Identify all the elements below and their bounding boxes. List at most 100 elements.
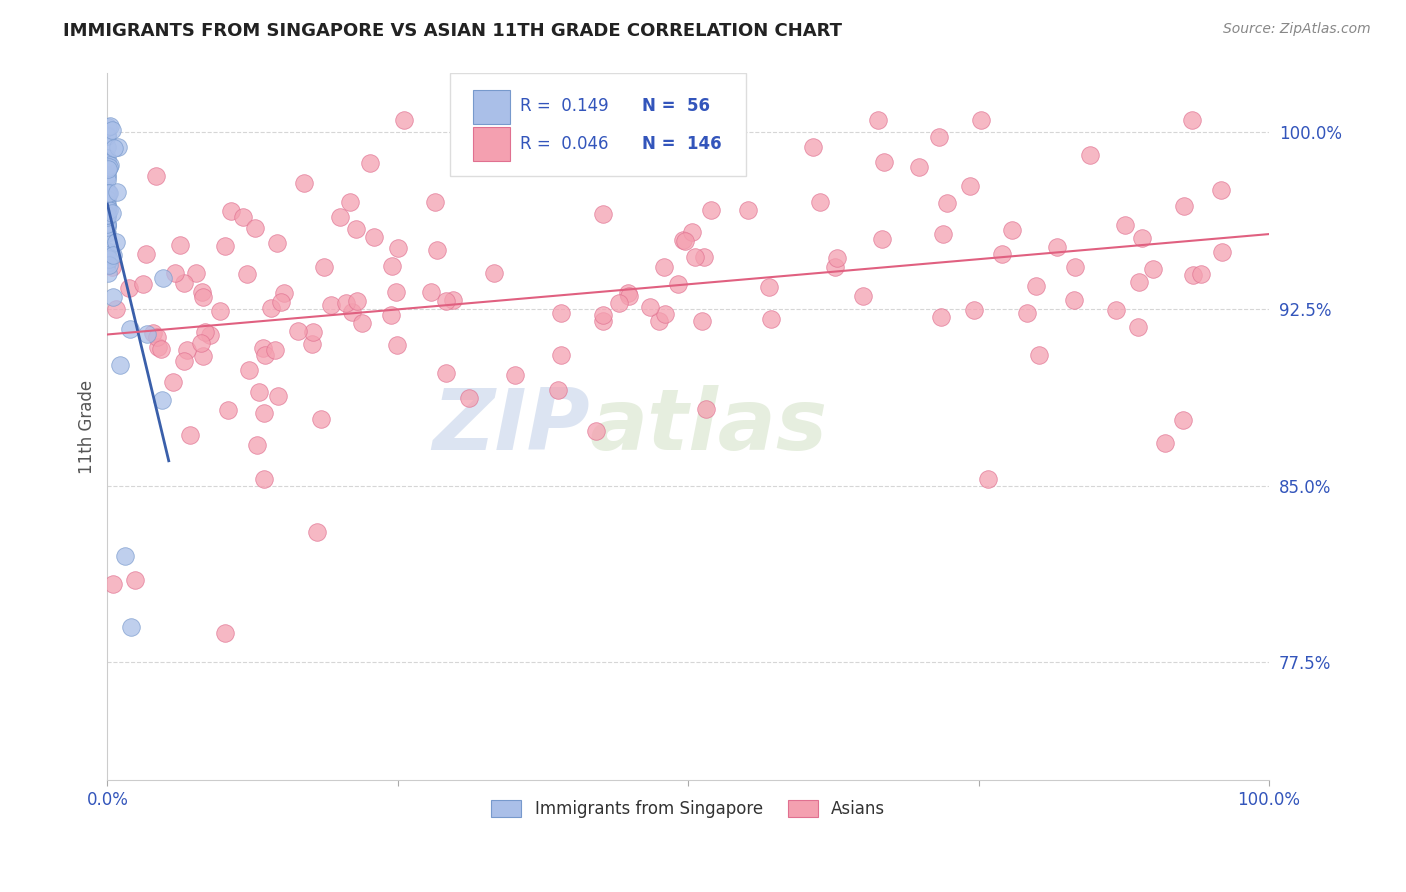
Point: [692, 250, 714, 264]
Point: [434, 293, 457, 308]
Point: [287, 324, 309, 338]
Point: [259, 301, 281, 315]
Point: [963, 303, 986, 318]
Point: [426, 244, 449, 258]
Point: [96, 210, 118, 224]
Point: [105, 301, 128, 316]
Point: [959, 178, 981, 193]
Text: Source: ZipAtlas.com: Source: ZipAtlas.com: [1223, 22, 1371, 37]
Point: [703, 149, 725, 163]
Point: [592, 308, 614, 322]
Point: [1105, 303, 1128, 318]
Point: [96, 203, 118, 218]
Point: [423, 194, 446, 209]
Text: ZIP: ZIP: [432, 385, 589, 468]
Point: [935, 195, 957, 210]
Point: [1028, 348, 1050, 362]
Point: [96, 208, 118, 222]
Point: [384, 285, 406, 299]
Text: R =  0.149: R = 0.149: [520, 97, 609, 115]
Point: [96, 201, 118, 215]
Point: [253, 348, 276, 362]
Point: [1182, 268, 1205, 283]
Point: [97, 186, 120, 200]
Point: [758, 280, 780, 294]
Point: [96, 154, 118, 169]
Point: [1173, 199, 1195, 213]
Point: [1064, 260, 1087, 275]
Point: [387, 338, 409, 352]
Point: [307, 524, 329, 539]
Point: [96, 256, 118, 270]
Point: [96, 120, 118, 134]
Point: [617, 286, 640, 301]
Point: [214, 626, 236, 640]
Point: [824, 260, 846, 275]
Point: [176, 343, 198, 357]
Point: [363, 230, 385, 244]
Point: [550, 348, 572, 362]
Point: [873, 155, 896, 169]
Point: [547, 383, 569, 397]
Point: [672, 233, 695, 247]
Point: [101, 123, 124, 137]
Point: [97, 266, 120, 280]
Point: [105, 235, 128, 250]
FancyBboxPatch shape: [450, 73, 747, 176]
Point: [96, 169, 118, 184]
Point: [273, 285, 295, 300]
Point: [1126, 319, 1149, 334]
Point: [1063, 293, 1085, 307]
Legend: Immigrants from Singapore, Asians: Immigrants from Singapore, Asians: [485, 794, 891, 825]
Point: [246, 438, 269, 452]
Point: [436, 366, 458, 380]
Point: [1025, 279, 1047, 293]
Point: [96, 187, 118, 202]
Point: [700, 202, 723, 217]
Point: [96, 219, 118, 234]
Point: [214, 239, 236, 253]
Text: R =  0.046: R = 0.046: [520, 135, 609, 153]
Point: [107, 140, 129, 154]
Point: [186, 266, 208, 280]
Point: [96, 151, 118, 165]
Point: [193, 349, 215, 363]
Text: IMMIGRANTS FROM SINGAPORE VS ASIAN 11TH GRADE CORRELATION CHART: IMMIGRANTS FROM SINGAPORE VS ASIAN 11TH …: [63, 22, 842, 40]
Point: [236, 268, 259, 282]
Point: [301, 337, 323, 351]
Point: [98, 252, 121, 267]
Point: [1181, 113, 1204, 128]
Point: [695, 401, 717, 416]
Point: [1017, 305, 1039, 319]
Point: [200, 327, 222, 342]
Point: [1114, 218, 1136, 232]
Point: [146, 340, 169, 354]
Point: [96, 199, 118, 213]
Point: [98, 202, 121, 217]
Point: [163, 267, 186, 281]
Point: [96, 218, 118, 232]
Point: [252, 407, 274, 421]
Point: [505, 368, 527, 382]
Point: [108, 358, 131, 372]
Point: [264, 343, 287, 358]
Point: [194, 325, 217, 339]
Point: [1154, 435, 1177, 450]
Point: [96, 197, 118, 211]
Point: [929, 310, 952, 324]
Point: [654, 307, 676, 321]
Point: [870, 232, 893, 246]
Point: [638, 300, 661, 314]
Point: [96, 156, 118, 170]
Point: [118, 322, 141, 336]
Point: [132, 277, 155, 291]
Point: [607, 296, 630, 310]
Point: [329, 210, 352, 224]
Point: [96, 184, 118, 198]
Point: [118, 281, 141, 295]
Point: [1209, 184, 1232, 198]
FancyBboxPatch shape: [474, 128, 510, 161]
Point: [270, 295, 292, 310]
Point: [1128, 275, 1150, 289]
Point: [96, 233, 118, 247]
